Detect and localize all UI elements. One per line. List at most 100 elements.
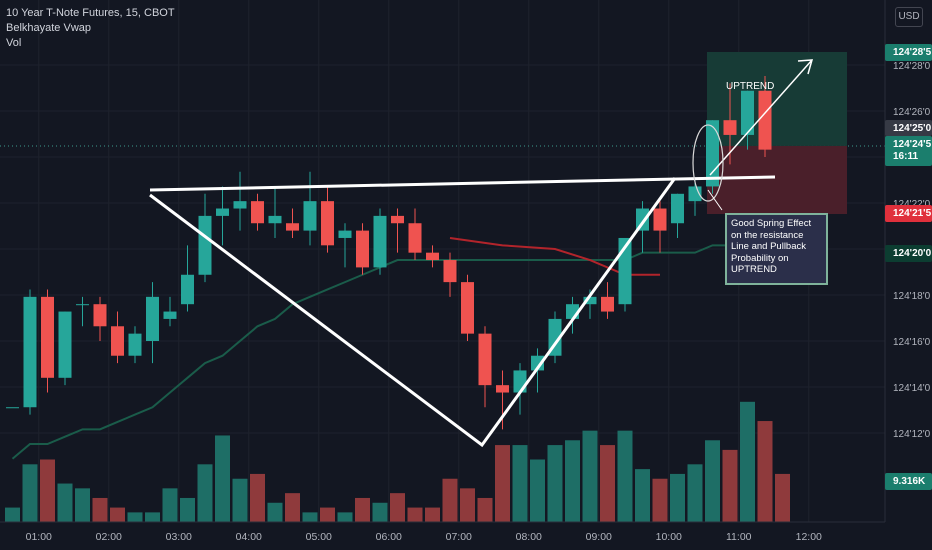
candle-body	[286, 223, 299, 231]
x-tick-label: 03:00	[166, 531, 192, 543]
volume-bar	[110, 507, 125, 522]
candle-body	[356, 230, 369, 268]
volume-bar	[92, 497, 108, 522]
price-tag-vwap-text: 124'20'0	[893, 248, 932, 259]
candle-body	[583, 296, 597, 305]
x-tick-label: 11:00	[726, 531, 752, 543]
candle-body	[268, 215, 282, 224]
volume-bar	[22, 464, 38, 522]
volume-bar	[75, 488, 90, 522]
volume-bar	[40, 459, 55, 522]
candle-body	[58, 311, 72, 378]
volume-bar	[285, 493, 300, 522]
y-tick-label: 124'16'0	[893, 337, 931, 348]
candle-body	[478, 333, 492, 386]
resistance-line	[149, 175, 776, 192]
volume-bar	[180, 497, 195, 522]
time-axis: 01:00 02:00 03:00 04:00 05:00 06:00 07:00 08:00…	[0, 521, 885, 550]
candle-body	[338, 230, 352, 238]
annotation-note[interactable]: Good Spring Effect on the resistance Lin…	[725, 213, 828, 285]
candle-body	[23, 296, 37, 408]
price-tag-volume-text: 9.316K	[893, 476, 926, 487]
candle-body	[723, 120, 737, 135]
volume-bar	[775, 473, 790, 522]
volume-bar	[250, 473, 265, 522]
volume-bar	[670, 473, 685, 522]
candle-body	[6, 407, 19, 409]
volume-bar	[635, 469, 650, 522]
y-tick-label: 124'22'0	[893, 199, 931, 210]
arrow-head	[797, 59, 814, 75]
candle-body	[443, 260, 457, 283]
x-tick-label: 01:00	[26, 531, 52, 543]
price-axis: 124'28'0124'26'0124'24'0124'22'0124'20'0…	[884, 0, 932, 550]
candle-body	[198, 215, 212, 275]
candle-body	[496, 385, 509, 393]
candle-body	[601, 296, 614, 312]
volume-bar	[5, 507, 20, 522]
y-tick-label: 124'12'0	[893, 429, 931, 440]
callout-arrow	[707, 189, 723, 211]
candle-body	[163, 311, 177, 319]
volume-bar	[617, 430, 633, 522]
x-tick-label: 09:00	[586, 531, 612, 543]
volume-bar	[477, 497, 493, 522]
candle-body	[303, 201, 317, 231]
y-tick-label: 124'28'0	[893, 61, 931, 72]
price-tag-volume	[885, 473, 932, 490]
candle-body	[706, 120, 719, 187]
currency-button[interactable]: USD	[895, 7, 923, 27]
candle-body	[373, 215, 387, 268]
volume-bar	[582, 430, 598, 522]
y-tick-label: 124'18'0	[893, 291, 931, 302]
vwap-line	[11, 236, 783, 460]
candle-body	[461, 282, 474, 334]
candle-body	[216, 208, 229, 216]
candle-body	[181, 274, 194, 305]
volume-bar	[145, 512, 160, 522]
volume-bar	[442, 478, 458, 522]
volume-bar	[652, 478, 668, 522]
volume-bar	[530, 459, 545, 522]
price-tag-stop-text: 124'21'5	[893, 208, 932, 219]
y-tick-label: 124'26'0	[893, 107, 931, 118]
volume-bar	[600, 445, 615, 522]
volume-bar	[495, 445, 510, 522]
candle-body	[93, 304, 107, 327]
candle-body	[653, 208, 667, 231]
price-tag-last-text: 16:11	[893, 151, 918, 162]
candle-body	[618, 237, 632, 305]
volume-bar	[425, 507, 440, 522]
volume-bar	[355, 497, 370, 522]
candlesticks	[6, 76, 772, 430]
price-tag-last	[885, 136, 932, 166]
candle-body	[531, 355, 544, 371]
candle-body	[758, 90, 772, 150]
candle-body	[321, 201, 334, 246]
stop-zone	[707, 145, 847, 214]
time-axis-bg	[0, 522, 885, 550]
volume-bar	[512, 445, 528, 522]
indicator-name: Belkhayate Vwap	[6, 22, 91, 34]
candle-body	[41, 296, 54, 378]
volume-bar	[302, 512, 318, 522]
candle-body	[76, 304, 89, 306]
volume-bar	[127, 512, 143, 522]
volume-bar	[232, 478, 248, 522]
candle-body	[513, 370, 527, 393]
price-tag-vwap	[885, 245, 932, 262]
v-pattern-line	[149, 177, 677, 448]
candle-body	[741, 90, 754, 135]
price-tag-stop	[885, 205, 932, 222]
chart-legend: 10 Year T-Note Futures, 15, CBOT Belkhay…	[6, 6, 175, 51]
candle-body	[671, 193, 684, 224]
candle-body	[391, 215, 404, 224]
symbol-title: 10 Year T-Note Futures, 15, CBOT	[6, 7, 175, 19]
volume-bar	[565, 440, 580, 522]
volume-bar	[547, 445, 563, 522]
candle-body	[688, 186, 702, 202]
candle-body	[408, 223, 422, 253]
candle-body	[426, 252, 439, 261]
x-tick-label: 04:00	[236, 531, 262, 543]
